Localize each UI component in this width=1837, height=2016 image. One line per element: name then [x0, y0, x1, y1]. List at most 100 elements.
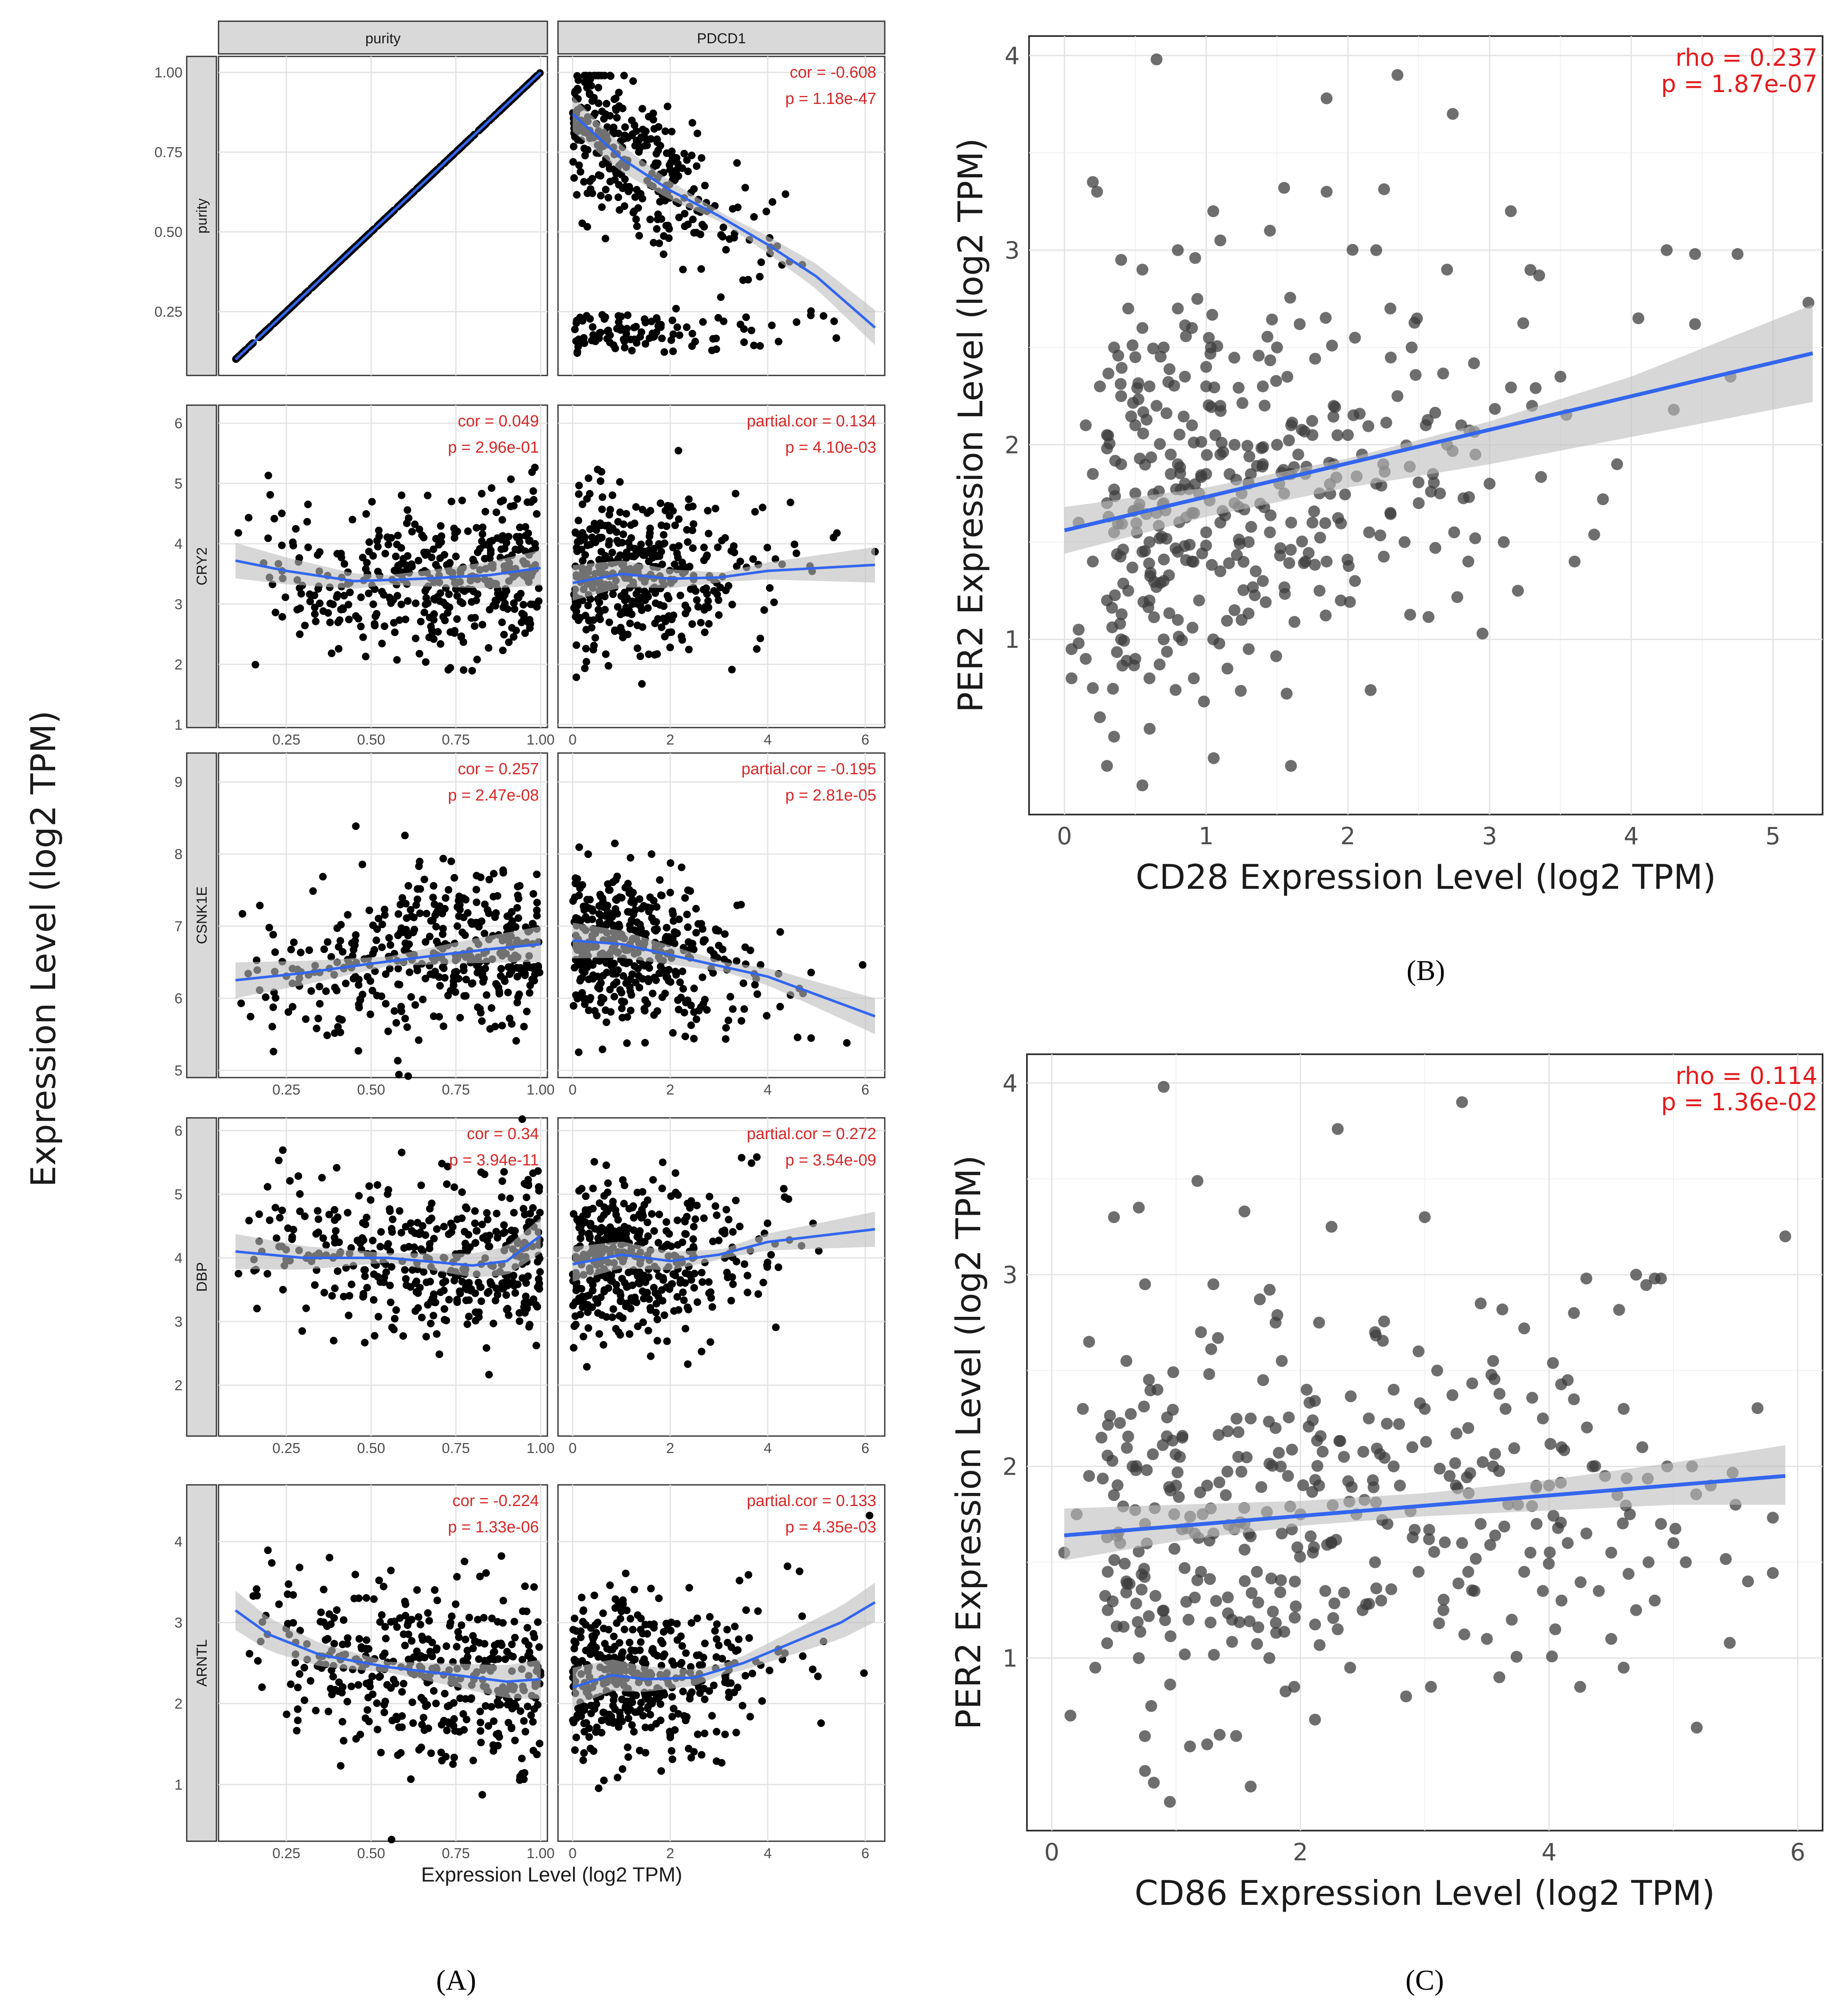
- data-point: [430, 1687, 438, 1695]
- data-point: [586, 90, 594, 98]
- data-point: [505, 1014, 513, 1022]
- data-point: [324, 938, 332, 946]
- data-point: [690, 1243, 698, 1251]
- data-point: [636, 1646, 644, 1654]
- data-point: [420, 534, 428, 542]
- data-point: [495, 990, 503, 998]
- data-point: [487, 546, 495, 554]
- data-point: [605, 618, 613, 626]
- confidence-band: [235, 1590, 541, 1699]
- data-point: [465, 1231, 473, 1239]
- data-point: [598, 505, 606, 513]
- data-point: [736, 557, 744, 566]
- data-point: [488, 484, 496, 492]
- y-tick-label: 0.75: [154, 145, 182, 161]
- data-point: [1234, 538, 1246, 550]
- x-tick-label: 2: [666, 1440, 674, 1456]
- data-point: [1529, 382, 1542, 394]
- data-point: [458, 1188, 466, 1196]
- data-point: [440, 1022, 448, 1030]
- data-point: [524, 1182, 533, 1190]
- data-point: [380, 1708, 388, 1716]
- data-point: [485, 606, 494, 614]
- data-point: [429, 1312, 438, 1320]
- data-point: [663, 149, 671, 157]
- data-point: [606, 1646, 614, 1654]
- data-point: [1448, 526, 1460, 538]
- data-point: [1344, 596, 1356, 608]
- data-point: [531, 540, 539, 548]
- data-point: [507, 963, 515, 971]
- data-point: [417, 1694, 425, 1702]
- data-point: [606, 886, 614, 894]
- x-tick-label: 0: [569, 1845, 577, 1862]
- data-point: [432, 923, 440, 931]
- data-point: [597, 477, 605, 485]
- data-point: [746, 946, 754, 955]
- data-point: [581, 339, 589, 347]
- data-point: [1114, 378, 1127, 390]
- data-point: [713, 591, 721, 599]
- data-point: [581, 151, 589, 160]
- data-point: [456, 1289, 464, 1297]
- data-point: [674, 553, 682, 561]
- data-point: [378, 1611, 386, 1619]
- data-point: [593, 1011, 601, 1019]
- data-point: [431, 1586, 439, 1594]
- data-point: [478, 1791, 486, 1799]
- data-point: [628, 1721, 636, 1729]
- data-point: [689, 216, 697, 224]
- data-point: [412, 1288, 421, 1296]
- data-point: [665, 225, 673, 233]
- data-point: [646, 507, 654, 515]
- data-point: [735, 1576, 743, 1585]
- data-point: [392, 1019, 400, 1027]
- data-point: [1264, 224, 1276, 237]
- data-point: [579, 1756, 587, 1764]
- x-tick-label: 3: [1482, 823, 1497, 850]
- data-point: [571, 893, 579, 902]
- data-point: [597, 979, 605, 987]
- data-point: [656, 499, 665, 507]
- data-point: [525, 1641, 533, 1649]
- data-point: [750, 342, 758, 350]
- data-point: [668, 907, 676, 915]
- data-point: [663, 1283, 671, 1291]
- data-point: [609, 491, 617, 499]
- data-point: [670, 611, 678, 619]
- data-point: [580, 178, 588, 186]
- data-point: [1164, 468, 1177, 480]
- data-point: [1142, 601, 1155, 613]
- data-point: [426, 932, 434, 941]
- data-point: [1182, 1613, 1195, 1626]
- data-point: [1456, 1537, 1468, 1549]
- data-point: [1506, 1613, 1518, 1626]
- data-point: [373, 610, 381, 618]
- y-tick-label: 2: [1004, 431, 1020, 459]
- data-point: [635, 232, 643, 240]
- data-point: [382, 970, 390, 978]
- data-point: [1259, 400, 1271, 412]
- data-point: [445, 590, 453, 598]
- data-point: [330, 1640, 338, 1648]
- data-point: [1655, 1518, 1667, 1530]
- data-point: [1618, 1403, 1630, 1415]
- correlation-annotation: p = 4.35e-03: [785, 1518, 876, 1536]
- x-tick-label: 4: [764, 1845, 772, 1862]
- data-point: [415, 1036, 423, 1044]
- data-point: [1568, 555, 1581, 568]
- data-point: [1164, 1796, 1176, 1808]
- data-point: [533, 870, 541, 878]
- data-point: [453, 592, 461, 600]
- data-point: [1195, 1326, 1207, 1338]
- data-point: [620, 520, 628, 528]
- data-point: [1163, 569, 1175, 582]
- data-point: [393, 656, 401, 664]
- data-point: [1109, 455, 1122, 467]
- data-point: [659, 1652, 667, 1660]
- data-point: [437, 522, 445, 530]
- row-strip-ARNTL: [186, 1484, 217, 1842]
- column-strip-PDCD1: [557, 20, 886, 55]
- data-point: [1306, 516, 1318, 529]
